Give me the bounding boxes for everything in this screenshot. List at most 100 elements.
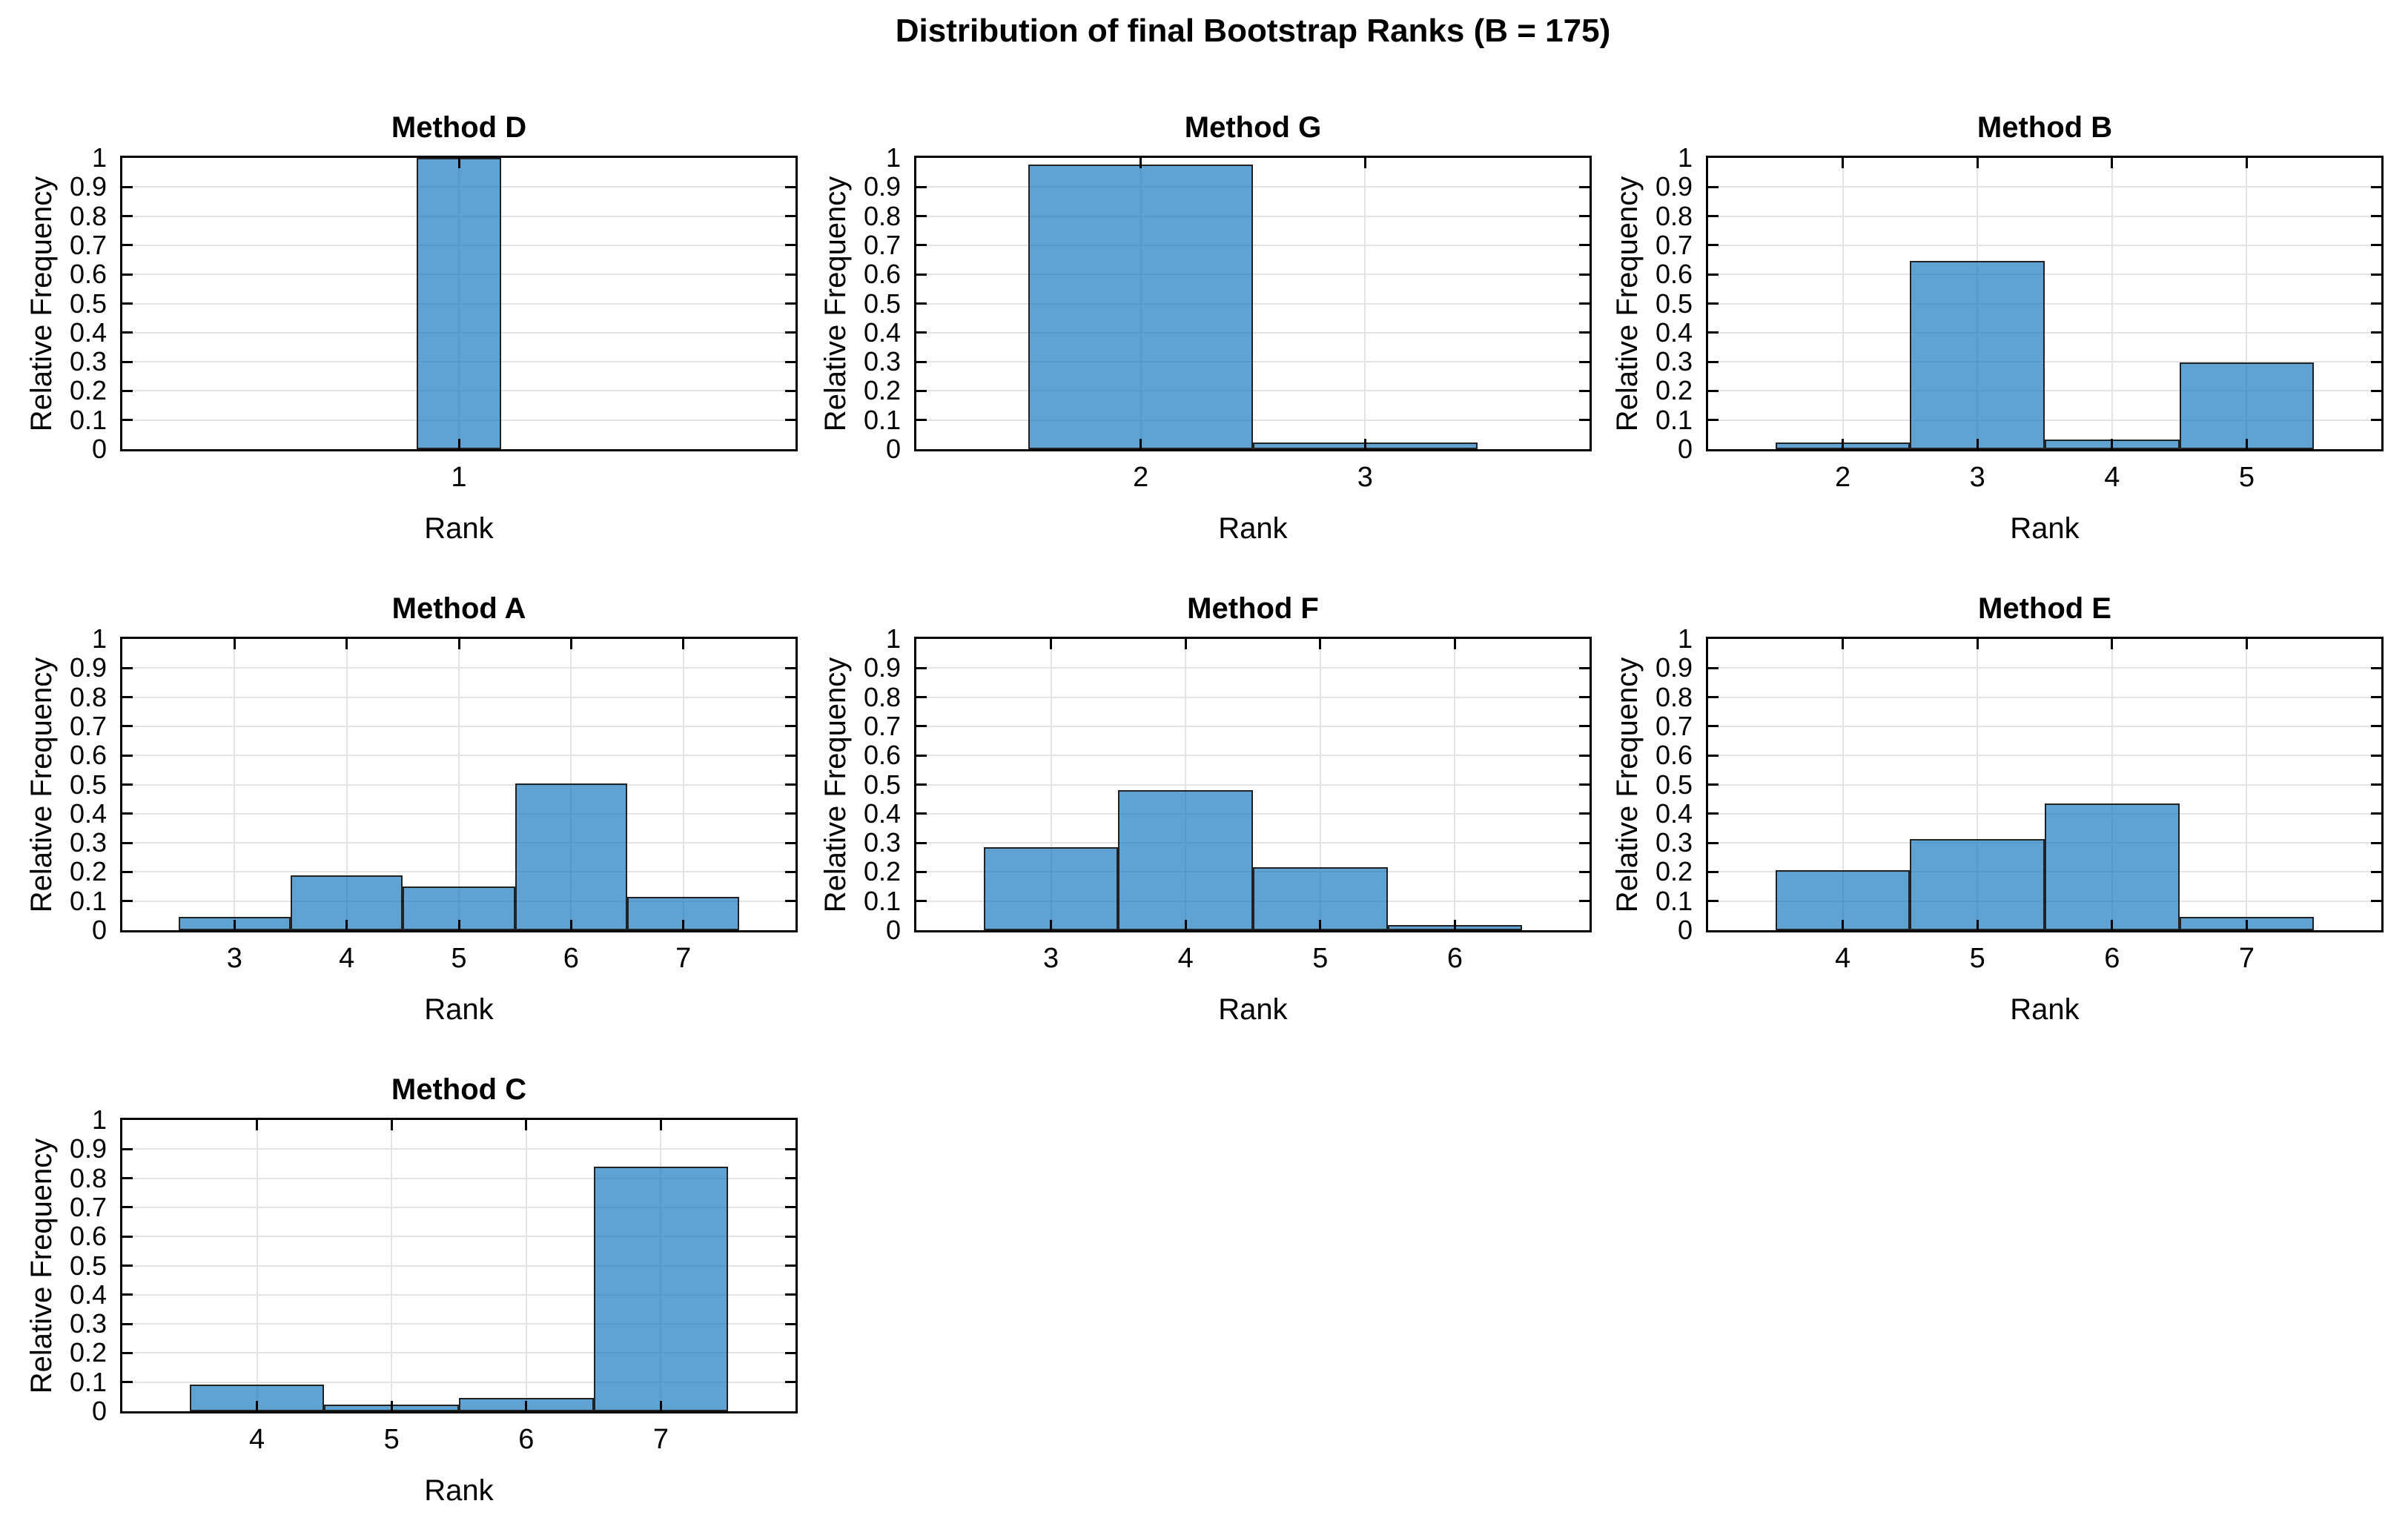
tick-mark [1579, 185, 1590, 188]
x-tick-label: 5 [2238, 462, 2255, 493]
tick-mark [785, 1381, 796, 1384]
tick-mark [2245, 639, 2248, 649]
y-tick-label: 0.1 [1655, 404, 1693, 435]
tick-mark [1579, 360, 1590, 363]
subplot-title: Method E [1978, 592, 2111, 625]
gridline-vertical [1185, 639, 1187, 930]
histogram-bar [2045, 803, 2180, 930]
y-tick-label: 0.4 [69, 798, 107, 829]
subplot-title: Method A [391, 592, 526, 625]
y-tick-label: 0.8 [69, 681, 107, 712]
y-tick-label: 0.2 [863, 375, 901, 406]
y-tick-label: 1 [1677, 623, 1693, 654]
tick-mark [457, 439, 460, 449]
y-tick-label: 0.3 [1655, 346, 1693, 377]
tick-mark [2371, 725, 2381, 728]
tick-mark [916, 389, 927, 392]
tick-mark [122, 666, 133, 669]
tick-mark [2111, 158, 2114, 168]
tick-mark [2371, 244, 2381, 247]
subplot-title: Method D [391, 111, 527, 144]
x-tick-label: 6 [563, 943, 579, 974]
tick-mark [785, 754, 796, 757]
tick-mark [1976, 439, 1979, 449]
y-tick-label: 0.9 [863, 652, 901, 683]
tick-mark [122, 1381, 133, 1384]
tick-mark [2245, 439, 2248, 449]
gridline-horizontal [916, 725, 1590, 727]
y-tick-label: 1 [91, 142, 107, 173]
gridline-vertical [525, 1120, 527, 1411]
y-axis-label: Relative Frequency [25, 1138, 58, 1393]
y-tick-label: 0.7 [69, 1191, 107, 1222]
gridline-vertical [458, 639, 460, 930]
tick-mark [916, 666, 927, 669]
x-tick-label: 7 [652, 1424, 669, 1455]
tick-mark [785, 812, 796, 815]
y-tick-label: 0.3 [1655, 827, 1693, 858]
tick-mark [457, 920, 460, 930]
tick-mark [2371, 783, 2381, 786]
y-tick-label: 0.8 [1655, 681, 1693, 712]
tick-mark [2371, 666, 2381, 669]
tick-mark [1708, 841, 1719, 844]
y-axis-label: Relative Frequency [25, 176, 58, 431]
x-axis-label: Rank [1218, 512, 1288, 545]
tick-mark [916, 841, 927, 844]
tick-mark [785, 725, 796, 728]
tick-mark [122, 1147, 133, 1150]
x-tick-label: 4 [1177, 943, 1194, 974]
tick-mark [1579, 870, 1590, 873]
gridline-horizontal [1708, 390, 2381, 392]
tick-mark [122, 185, 133, 188]
y-axis-label: Relative Frequency [1611, 176, 1644, 431]
gridline-vertical [234, 639, 236, 930]
tick-mark [785, 1265, 796, 1267]
tick-mark [682, 920, 685, 930]
tick-mark [122, 419, 133, 422]
x-tick-label: 1 [451, 462, 467, 493]
y-tick-label: 0.7 [69, 229, 107, 260]
y-tick-label: 0.4 [1655, 316, 1693, 348]
tick-mark [1976, 639, 1979, 649]
tick-mark [1579, 419, 1590, 422]
tick-mark [916, 696, 927, 699]
histogram-bar [1028, 165, 1253, 449]
x-tick-label: 5 [451, 943, 467, 974]
y-tick-label: 0.9 [1655, 652, 1693, 683]
tick-mark [1184, 920, 1187, 930]
tick-mark [122, 783, 133, 786]
tick-mark [122, 1322, 133, 1325]
y-tick-label: 0.9 [1655, 171, 1693, 202]
tick-mark [916, 900, 927, 903]
y-tick-label: 0.5 [1655, 288, 1693, 319]
x-axis-label: Rank [2010, 512, 2080, 545]
tick-mark [2371, 419, 2381, 422]
gridline-horizontal [916, 812, 1590, 815]
tick-mark [256, 1401, 259, 1411]
gridline-vertical [1977, 639, 1979, 930]
y-tick-label: 0.8 [69, 200, 107, 231]
tick-mark [122, 696, 133, 699]
tick-mark [2245, 920, 2248, 930]
plot-box [914, 637, 1592, 932]
tick-mark [1579, 754, 1590, 757]
gridline-horizontal [122, 1236, 796, 1238]
tick-mark [2371, 360, 2381, 363]
gridline-horizontal [916, 361, 1590, 363]
y-tick-label: 0.2 [863, 856, 901, 887]
tick-mark [1579, 841, 1590, 844]
gridline-horizontal [122, 1293, 796, 1296]
subplot-title: Method C [391, 1073, 527, 1106]
gridline-vertical [1319, 639, 1321, 930]
y-tick-label: 0.7 [1655, 710, 1693, 741]
gridline-horizontal [916, 755, 1590, 757]
y-tick-label: 0.8 [863, 681, 901, 712]
tick-mark [682, 639, 685, 649]
tick-mark [122, 1206, 133, 1209]
x-axis-label: Rank [424, 993, 494, 1026]
tick-mark [233, 639, 236, 649]
tick-mark [785, 1235, 796, 1238]
tick-mark [785, 360, 796, 363]
tick-mark [785, 1293, 796, 1296]
